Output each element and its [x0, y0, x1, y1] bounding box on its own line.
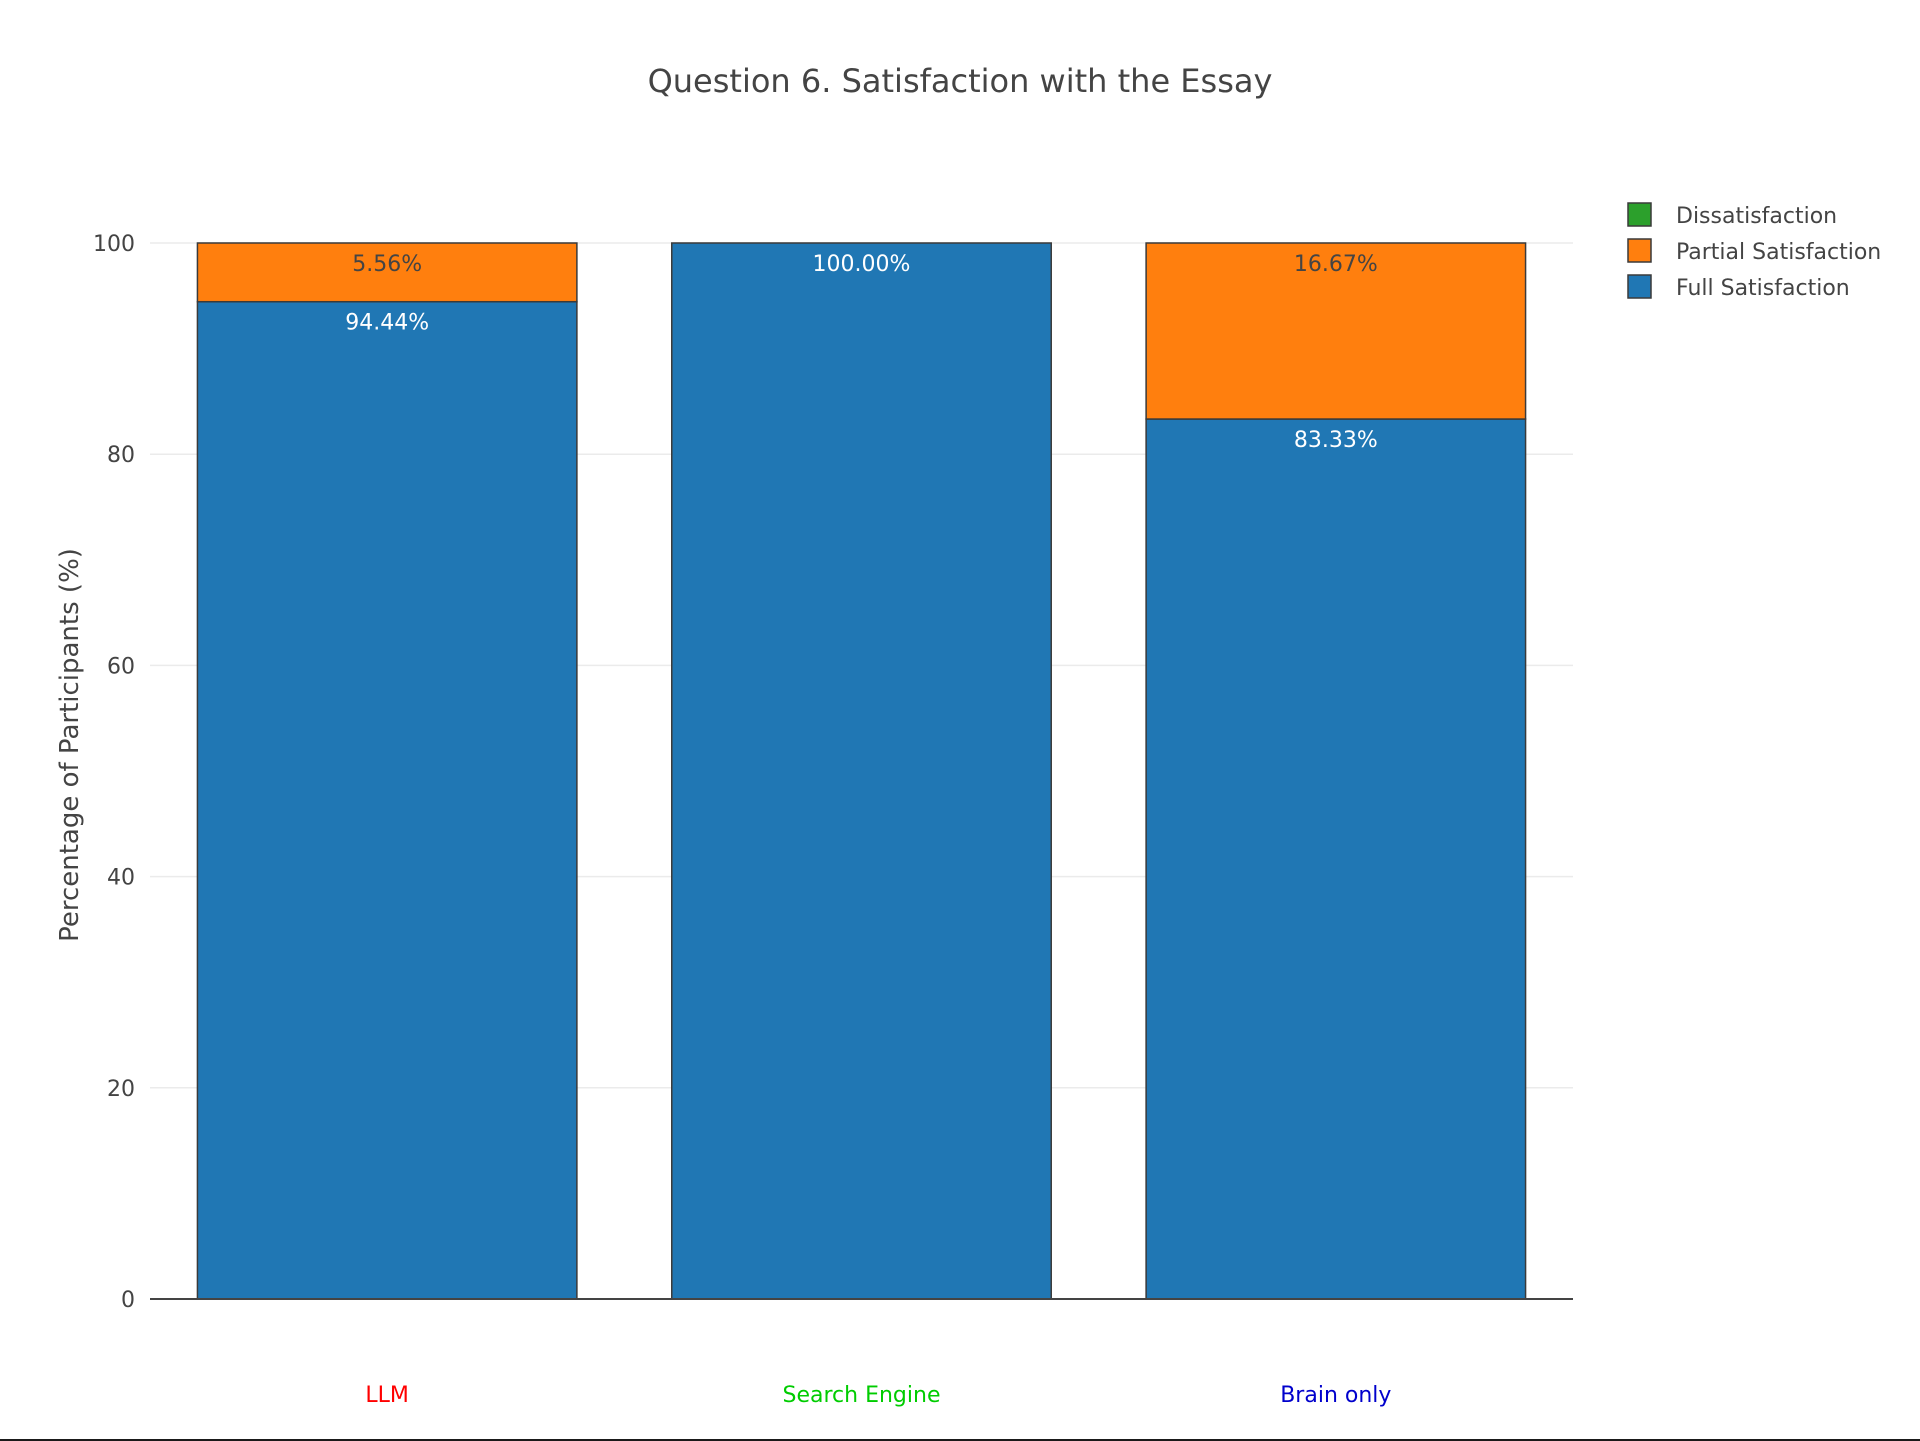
- chart-title: Question 6. Satisfaction with the Essay: [648, 62, 1273, 100]
- legend-swatch: [1627, 202, 1652, 227]
- bar-full-satisfaction: [1145, 418, 1527, 1300]
- legend-label: Dissatisfaction: [1676, 204, 1837, 229]
- bar-value-label: 83.33%: [1294, 428, 1378, 453]
- legend-item[interactable]: Partial Satisfaction: [1627, 238, 1881, 265]
- bar-full-satisfaction: [671, 242, 1052, 1300]
- x-axis: LLM Search Engine Brain only: [150, 1298, 1573, 1408]
- bar-partial-satisfaction: [1145, 242, 1527, 420]
- bar-full-satisfaction: [196, 300, 578, 1300]
- x-tick-label: Search Engine: [783, 1383, 941, 1408]
- legend-item[interactable]: Dissatisfaction: [1627, 202, 1837, 229]
- bar-group: [196, 242, 1527, 1300]
- bar-value-label: 16.67%: [1294, 252, 1378, 277]
- y-tick-label: 0: [121, 1288, 135, 1313]
- y-tick-label: 100: [93, 232, 135, 257]
- x-tick-label: LLM: [365, 1383, 409, 1408]
- y-tick-label: 20: [107, 1077, 135, 1102]
- bar-value-label: 100.00%: [813, 252, 911, 277]
- legend[interactable]: Dissatisfaction Partial Satisfaction Full …: [1627, 202, 1881, 301]
- bar-value-label: 5.56%: [352, 252, 422, 277]
- data-labels: 94.44% 5.56% 100.00% 83.33% 16.67%: [345, 252, 1378, 453]
- y-axis: 0 20 40 60 80 100: [93, 232, 135, 1313]
- y-axis-title: Percentage of Participants (%): [55, 548, 85, 942]
- legend-label: Partial Satisfaction: [1676, 240, 1881, 265]
- legend-swatch: [1627, 274, 1652, 299]
- x-tick-label: Brain only: [1280, 1383, 1391, 1408]
- bottom-border: [0, 1439, 1920, 1441]
- y-tick-label: 60: [107, 654, 135, 679]
- legend-item[interactable]: Full Satisfaction: [1627, 274, 1850, 301]
- legend-swatch: [1627, 238, 1652, 263]
- y-tick-label: 40: [107, 866, 135, 891]
- y-tick-label: 80: [107, 443, 135, 468]
- legend-label: Full Satisfaction: [1676, 276, 1850, 301]
- bar-value-label: 94.44%: [345, 311, 429, 336]
- bar-partial-satisfaction: [196, 242, 578, 303]
